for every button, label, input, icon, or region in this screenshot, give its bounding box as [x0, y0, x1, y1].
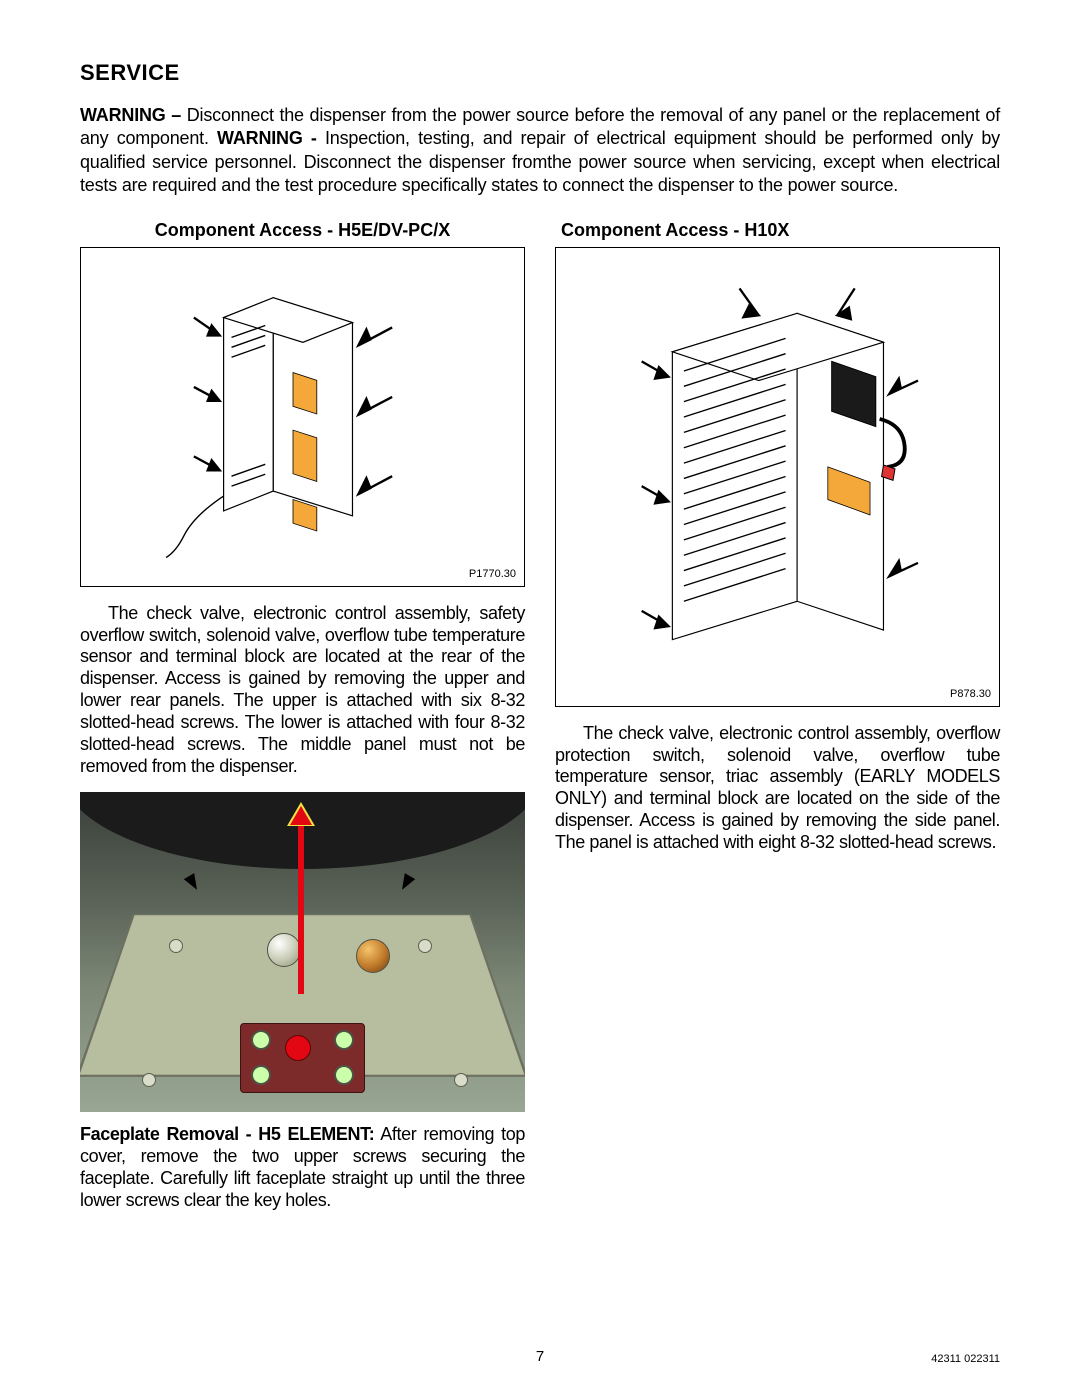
figure-h5e-dispenser: P1770.30 [80, 247, 525, 587]
right-column: Component Access - H10X [555, 220, 1000, 1212]
dispenser-line-art-icon [108, 268, 498, 565]
up-arrow-icon [298, 824, 304, 994]
right-body-text: The check valve, electronic control asse… [555, 723, 1000, 855]
knob-icon [267, 933, 301, 967]
pointer-arrow-icon [184, 873, 202, 893]
figure-label-1: P1770.30 [469, 568, 516, 580]
left-subhead: Component Access - H5E/DV-PC/X [80, 220, 525, 241]
left-body-text: The check valve, electronic control asse… [80, 603, 525, 779]
section-title: SERVICE [80, 60, 1000, 86]
pointer-arrow-icon [397, 873, 415, 893]
figure-label-2: P878.30 [950, 688, 991, 700]
photo-background [80, 792, 525, 1112]
dispenser-h10x-line-art-icon [583, 275, 973, 678]
left-body-span: The check valve, electronic control asse… [80, 603, 525, 777]
screw-icon [454, 1073, 468, 1087]
right-subhead: Component Access - H10X [555, 220, 1000, 241]
red-button-icon [285, 1035, 311, 1061]
two-column-layout: Component Access - H5E/DV-PC/X [80, 220, 1000, 1212]
warning-label-2: WARNING - [217, 128, 317, 148]
figure-h10x-dispenser: P878.30 [555, 247, 1000, 707]
warning-paragraph: WARNING – Disconnect the dispenser from … [80, 104, 1000, 198]
page: SERVICE WARNING – Disconnect the dispens… [0, 0, 1080, 1252]
warning-label-1: WARNING – [80, 105, 181, 125]
left-column: Component Access - H5E/DV-PC/X [80, 220, 525, 1212]
doc-code: 42311 022311 [931, 1353, 1000, 1365]
figure-faceplate-photo [80, 792, 525, 1112]
page-number: 7 [536, 1348, 544, 1365]
screw-icon [142, 1073, 156, 1087]
faceplate-text: Faceplate Removal - H5 ELEMENT: After re… [80, 1124, 525, 1212]
faceplate-bold: Faceplate Removal - H5 ELEMENT: [80, 1124, 374, 1144]
right-body-span: The check valve, electronic control asse… [555, 723, 1000, 853]
